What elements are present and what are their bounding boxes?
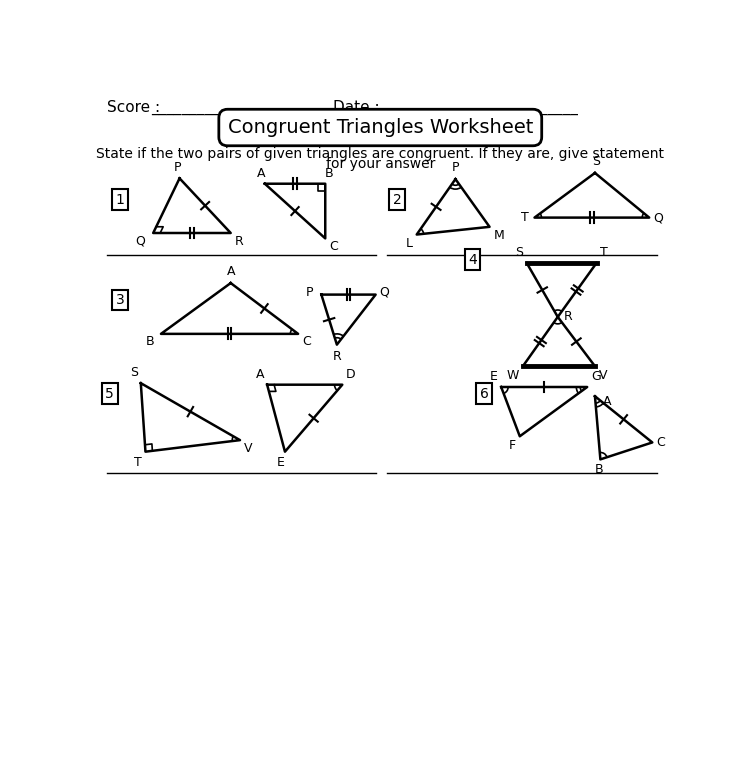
Text: P: P [306, 286, 314, 299]
Text: W: W [507, 368, 519, 381]
Text: 1: 1 [116, 193, 125, 207]
Text: E: E [490, 370, 497, 383]
Text: P: P [174, 161, 181, 174]
Text: S: S [515, 246, 523, 260]
Text: ___________________________: ___________________________ [372, 100, 577, 115]
Text: R: R [332, 350, 341, 363]
Text: B: B [594, 463, 603, 476]
Text: D: D [347, 368, 356, 380]
Text: Q: Q [379, 286, 390, 299]
Text: Q: Q [136, 234, 145, 247]
Text: T: T [600, 246, 608, 260]
Text: A: A [226, 266, 235, 279]
Text: S: S [131, 365, 139, 378]
Text: 4: 4 [468, 253, 477, 267]
Text: Congruent Triangles Worksheet: Congruent Triangles Worksheet [228, 118, 533, 137]
Text: T: T [134, 456, 142, 469]
Text: G: G [591, 370, 601, 383]
Text: C: C [302, 336, 311, 349]
Text: S: S [593, 155, 600, 168]
Text: Score :: Score : [107, 100, 165, 115]
Text: C: C [329, 240, 338, 253]
Text: P: P [452, 161, 459, 174]
Text: R: R [564, 310, 573, 323]
Text: A: A [256, 368, 265, 380]
Text: C: C [656, 436, 665, 449]
Text: F: F [509, 438, 516, 451]
Text: A: A [603, 395, 611, 408]
Text: V: V [599, 368, 607, 381]
Text: V: V [244, 442, 252, 455]
Text: ______________________: ______________________ [151, 100, 318, 115]
Text: State if the two pairs of given triangles are congruent. If they are, give state: State if the two pairs of given triangle… [96, 147, 664, 161]
Text: for your answer: for your answer [326, 157, 435, 170]
Text: E: E [278, 456, 285, 469]
Text: R: R [234, 234, 243, 247]
Text: 5: 5 [105, 387, 114, 401]
Text: B: B [325, 167, 333, 180]
Text: 3: 3 [116, 293, 124, 307]
Text: B: B [146, 336, 155, 349]
Text: L: L [406, 237, 413, 250]
Text: M: M [493, 229, 504, 242]
Text: Q: Q [653, 211, 663, 224]
Text: A: A [257, 167, 265, 180]
Text: 2: 2 [393, 193, 401, 207]
Text: 6: 6 [479, 387, 488, 401]
Text: Date :: Date : [333, 100, 384, 115]
Text: T: T [521, 211, 528, 224]
